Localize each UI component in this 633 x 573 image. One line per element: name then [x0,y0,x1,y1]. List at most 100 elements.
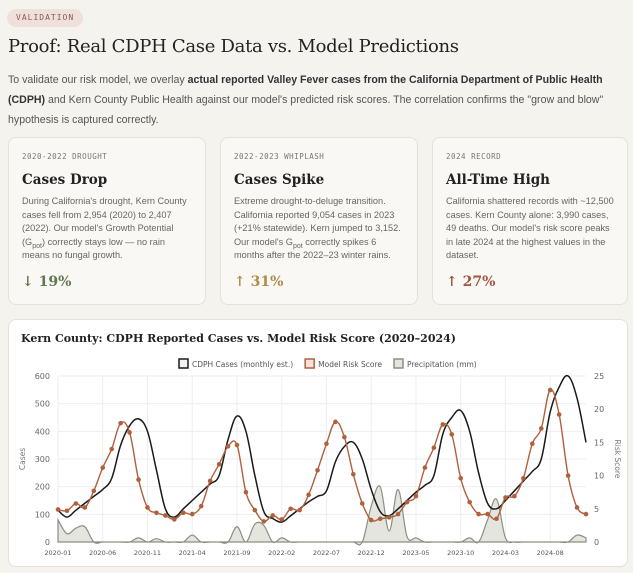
risk-point [467,499,472,505]
y-tick-label: 500 [35,400,50,409]
risk-point [538,426,544,431]
risk-point [91,488,97,494]
risk-point [55,507,61,512]
risk-point [503,495,508,500]
x-tick-label: 2022-12 [358,549,385,557]
legend-label: Precipitation (mm) [407,360,477,369]
risk-point [521,475,526,481]
risk-point [172,517,177,522]
risk-point [243,489,249,495]
risk-point [225,444,231,449]
x-tick-label: 2022-02 [268,549,295,557]
card-record: 2024 RECORD All-Time High California sha… [432,137,628,305]
y-tick-label: 600 [35,372,50,381]
card-stat: ↑ 31% [234,273,284,290]
risk-point [359,501,365,506]
risk-point [270,513,276,518]
risk-point [342,434,347,440]
risk-point [485,511,490,517]
y2-tick-label: 5 [594,505,599,514]
risk-point [565,473,571,478]
card-text: California shattered records with ~12,50… [446,196,614,260]
card-stat: ↑ 27% [446,273,496,290]
card-tag: 2022-2023 WHIPLASH [234,152,325,161]
cases-line [57,374,587,523]
risk-line [57,388,587,523]
y-tick-label: 400 [35,427,50,436]
risk-point [556,412,562,417]
risk-point [64,508,70,514]
risk-point [234,442,240,448]
x-tick-label: 2022-07 [313,549,340,557]
legend-label: Model Risk Score [318,360,382,369]
risk-point [163,513,168,518]
card-tag: 2020-2022 DROUGHT [22,152,108,161]
y2-tick-label: 25 [594,372,604,381]
x-tick-label: 2024-03 [492,549,519,557]
intro-paragraph: To validate our risk model, we overlay a… [8,70,628,130]
risk-point [180,510,186,516]
y2-tick-label: 0 [594,538,599,547]
x-tick-label: 2023-10 [447,549,474,557]
x-tick-label: 2021-09 [223,549,250,557]
risk-point [145,505,150,510]
card-drought: 2020-2022 DROUGHT Cases Drop During Cali… [8,137,206,305]
risk-point [440,422,446,427]
risk-point [118,420,123,426]
x-tick-label: 2024-08 [537,549,564,557]
y-axis-label: Cases [18,448,27,470]
risk-point [386,515,392,520]
y2-tick-label: 15 [594,438,604,447]
risk-point [351,471,356,477]
risk-point [279,517,285,522]
card-title: All-Time High [446,172,550,188]
chart-title: Kern County: CDPH Reported Cases vs. Mod… [21,332,456,345]
risk-point [404,499,410,505]
y2-axis-label: Risk Score [613,440,622,479]
card-whiplash: 2022-2023 WHIPLASH Cases Spike Extreme d… [220,137,418,305]
risk-point [377,516,383,522]
x-tick-label: 2023-05 [402,549,429,557]
card-title: Cases Spike [234,172,325,188]
risk-point [333,419,338,425]
risk-point [154,510,159,516]
risk-point [82,505,88,510]
legend-label: CDPH Cases (monthly est.) [192,360,293,369]
risk-point [422,465,428,470]
risk-point [431,445,437,451]
risk-point [449,432,455,437]
risk-point [189,511,195,517]
risk-point [368,517,374,523]
risk-point [324,441,329,447]
risk-point [574,505,580,510]
chart: 0 100 200 300 400 500 600 0 5 10 15 20 25 2020-01 2020… [18,358,622,557]
x-tick-label: 2020-11 [134,549,161,557]
risk-point [583,511,589,517]
x-tick-label: 2020-01 [44,549,71,557]
risk-point [198,503,204,509]
page-title: Proof: Real CDPH Case Data vs. Model Pre… [8,36,459,57]
legend-swatch [178,358,189,369]
card-stat: ↓ 19% [22,273,72,290]
y-tick-label: 300 [35,455,50,464]
x-tick-label: 2020-06 [89,549,116,557]
y2-tick-label: 20 [594,405,604,414]
card-text: Extreme drought-to-deluge transition. Ca… [234,196,401,260]
risk-point [458,475,464,481]
risk-point [297,507,302,513]
risk-point [512,493,517,499]
risk-point [547,387,553,393]
risk-point [100,465,106,470]
chart-card: Kern County: CDPH Reported Cases vs. Mod… [8,319,628,567]
risk-point [494,516,499,522]
risk-point [288,506,293,512]
risk-point [306,492,311,498]
x-tick-label: 2021-04 [179,549,206,557]
risk-point [127,430,132,435]
risk-point [252,507,258,513]
risk-point [261,519,267,524]
card-text: During California's drought, Kern County… [22,196,187,260]
risk-point [315,467,320,473]
risk-point [73,501,79,506]
risk-point [136,477,141,482]
